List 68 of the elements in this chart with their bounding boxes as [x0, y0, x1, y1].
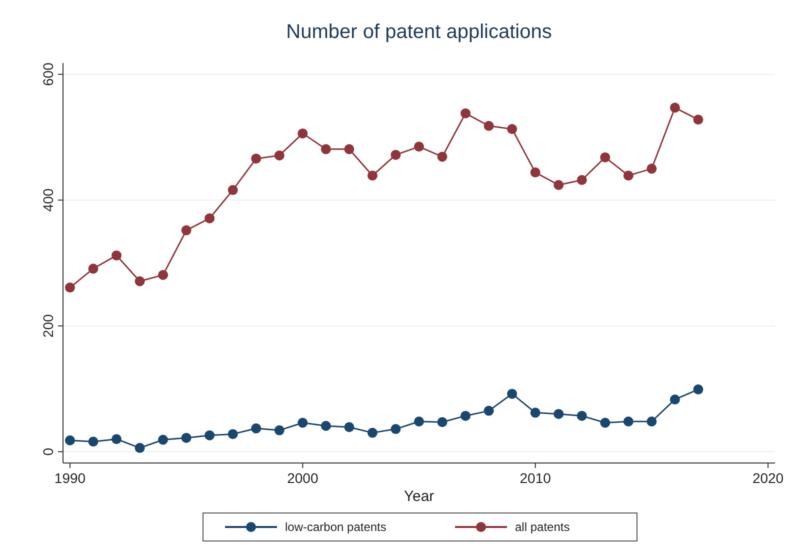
- point: [507, 388, 518, 399]
- point: [600, 418, 610, 428]
- point: [600, 152, 610, 162]
- point: [414, 142, 424, 152]
- point: [274, 150, 284, 160]
- point: [344, 422, 354, 432]
- point: [298, 128, 308, 138]
- x-tick-label: 2010: [520, 470, 552, 486]
- point: [158, 270, 168, 280]
- point: [693, 114, 704, 125]
- legend-label: all patents: [515, 520, 570, 534]
- x-axis-title: Year: [404, 488, 434, 505]
- point: [134, 442, 145, 453]
- point: [623, 416, 634, 426]
- point: [367, 170, 378, 181]
- x-tick-label: 2020: [752, 470, 784, 486]
- point: [576, 174, 587, 185]
- point: [484, 120, 494, 131]
- point: [670, 102, 680, 113]
- point: [437, 152, 448, 162]
- point: [623, 170, 634, 181]
- point: [576, 410, 587, 421]
- point: [554, 180, 564, 190]
- point: [414, 416, 424, 426]
- point: [320, 420, 331, 431]
- x-tick-label: 2000: [287, 470, 318, 486]
- point: [228, 185, 238, 196]
- point: [390, 424, 401, 434]
- point: [134, 276, 145, 286]
- point: [320, 144, 331, 154]
- point: [64, 282, 75, 293]
- y-tick-label: 400: [40, 188, 56, 212]
- point: [112, 250, 122, 260]
- point: [181, 432, 192, 443]
- point: [460, 108, 471, 118]
- point: [251, 154, 262, 164]
- point: [64, 435, 75, 446]
- point: [204, 430, 215, 440]
- point: [646, 164, 657, 174]
- point: [460, 410, 471, 421]
- point: [437, 417, 448, 428]
- point: [112, 434, 122, 444]
- point: [228, 429, 238, 440]
- point: [554, 408, 564, 419]
- point: [344, 144, 354, 154]
- point: [484, 406, 494, 416]
- point: [158, 434, 168, 445]
- point: [88, 436, 98, 447]
- point: [390, 150, 401, 160]
- y-tick-label: 200: [40, 314, 56, 338]
- point: [204, 213, 215, 224]
- point: [646, 416, 657, 426]
- point: [181, 225, 192, 236]
- point: [88, 264, 98, 274]
- point: [530, 408, 540, 418]
- x-tick-label: 1990: [54, 470, 86, 486]
- y-tick-label: 0: [40, 448, 56, 456]
- legend-label: low-carbon patents: [285, 520, 386, 534]
- point: [530, 167, 540, 178]
- chart-title: Number of patent applications: [286, 21, 552, 43]
- point: [507, 124, 518, 134]
- point: [251, 423, 262, 434]
- y-tick-label: 600: [40, 62, 56, 86]
- point: [693, 384, 704, 394]
- point: [298, 418, 308, 428]
- point: [670, 394, 680, 404]
- point: [367, 428, 378, 438]
- point: [274, 425, 284, 436]
